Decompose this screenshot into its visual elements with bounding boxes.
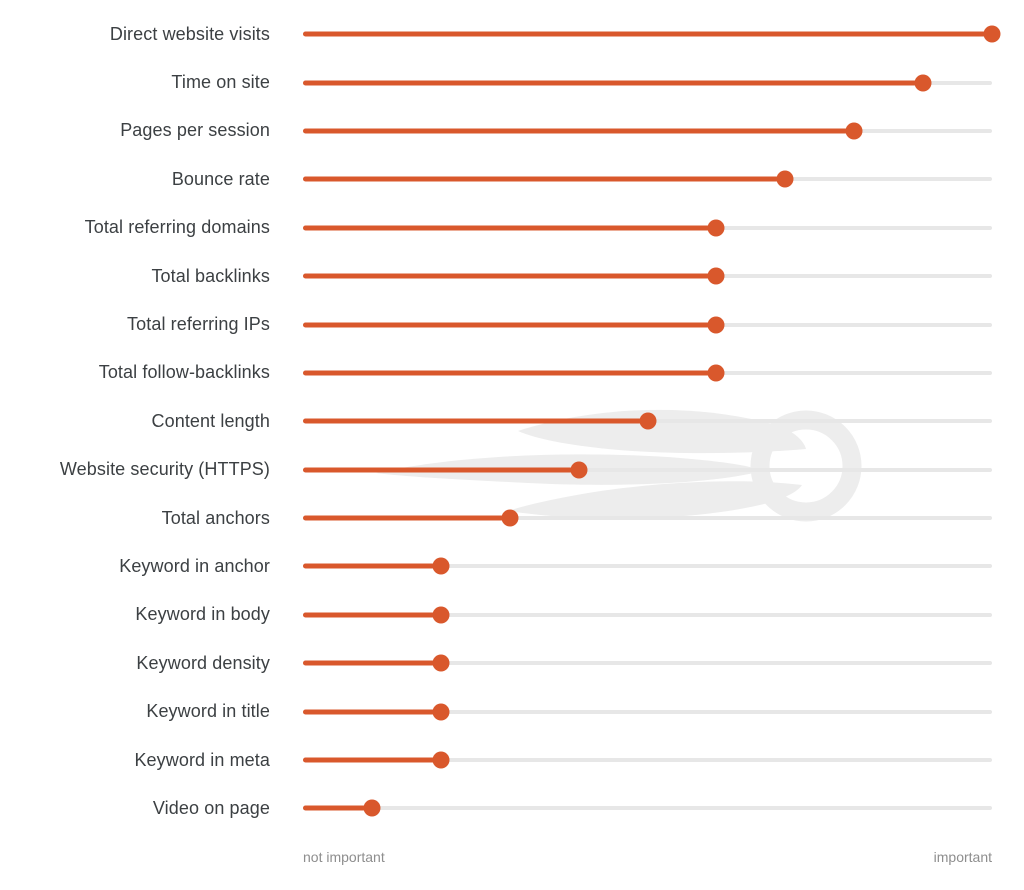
- value-line: [303, 515, 510, 521]
- value-line: [303, 31, 992, 37]
- x-axis: not important important: [303, 849, 992, 865]
- value-dot: [776, 170, 794, 188]
- value-dot: [639, 412, 656, 430]
- track-area: [303, 784, 992, 832]
- value-line: [303, 225, 717, 231]
- track-background: [303, 612, 992, 617]
- track-background: [303, 758, 992, 763]
- chart-row: Video on page: [0, 784, 1024, 832]
- track-background: [303, 516, 992, 521]
- value-dot: [845, 122, 863, 140]
- chart-row: Total backlinks: [0, 252, 1024, 300]
- axis-label-important: important: [933, 848, 992, 865]
- value-dot: [914, 74, 932, 92]
- value-line: [303, 322, 717, 328]
- track-background: [303, 564, 992, 569]
- value-dot: [570, 461, 588, 479]
- track-background: [303, 709, 992, 714]
- value-line: [303, 805, 372, 811]
- value-line: [303, 709, 441, 715]
- chart-row: Total follow-backlinks: [0, 349, 1024, 397]
- track-background: [303, 661, 992, 666]
- value-dot: [432, 654, 450, 672]
- track-area: [303, 446, 992, 494]
- category-label: Keyword in body: [135, 604, 270, 625]
- category-label: Website security (HTTPS): [59, 459, 270, 480]
- chart-row: Time on site: [0, 58, 1024, 106]
- category-label: Video on page: [152, 797, 270, 818]
- track-area: [303, 687, 992, 735]
- chart-row: Content length: [0, 397, 1024, 445]
- value-dot: [432, 703, 450, 721]
- track-area: [303, 397, 992, 445]
- category-label: Total anchors: [161, 507, 270, 528]
- value-dot: [707, 364, 725, 382]
- category-label: Time on site: [171, 72, 270, 93]
- value-line: [303, 757, 441, 763]
- category-label: Keyword in anchor: [119, 555, 270, 576]
- track-area: [303, 736, 992, 784]
- track-area: [303, 349, 992, 397]
- value-line: [303, 273, 717, 279]
- value-line: [303, 612, 441, 618]
- value-dot: [501, 509, 519, 527]
- value-line: [303, 370, 717, 376]
- chart-row: Website security (HTTPS): [0, 446, 1024, 494]
- category-label: Total follow-backlinks: [98, 362, 270, 383]
- chart-row: Keyword density: [0, 639, 1024, 687]
- value-line: [303, 660, 441, 666]
- category-label: Total referring domains: [84, 217, 270, 238]
- value-dot: [707, 219, 725, 237]
- track-background: [303, 467, 992, 472]
- chart-row: Direct website visits: [0, 10, 1024, 58]
- value-dot: [363, 799, 381, 817]
- track-area: [303, 639, 992, 687]
- category-label: Pages per session: [120, 120, 270, 141]
- value-dot: [983, 25, 1001, 43]
- value-dot: [432, 557, 450, 575]
- category-label: Keyword in title: [146, 701, 270, 722]
- chart-rows: Direct website visits Time on site Pages…: [0, 10, 1024, 832]
- value-dot: [707, 267, 725, 285]
- value-line: [303, 418, 648, 424]
- axis-label-not-important: not important: [303, 848, 385, 865]
- track-area: [303, 155, 992, 203]
- value-dot: [432, 751, 450, 769]
- category-label: Keyword in meta: [134, 749, 270, 770]
- chart-row: Keyword in title: [0, 687, 1024, 735]
- value-dot: [707, 316, 725, 334]
- value-line: [303, 128, 855, 134]
- track-area: [303, 204, 992, 252]
- category-label: Direct website visits: [109, 23, 270, 44]
- value-line: [303, 176, 786, 182]
- chart-row: Total referring IPs: [0, 300, 1024, 348]
- track-area: [303, 542, 992, 590]
- track-area: [303, 494, 992, 542]
- chart-row: Keyword in anchor: [0, 542, 1024, 590]
- category-label: Total referring IPs: [127, 314, 270, 335]
- category-label: Content length: [151, 410, 270, 431]
- value-line: [303, 80, 924, 86]
- chart-row: Bounce rate: [0, 155, 1024, 203]
- track-area: [303, 10, 1001, 58]
- category-label: Keyword density: [136, 652, 270, 673]
- value-dot: [432, 606, 450, 624]
- track-background: [303, 806, 992, 811]
- value-line: [303, 467, 579, 473]
- track-area: [303, 58, 992, 106]
- chart-row: Total referring domains: [0, 204, 1024, 252]
- chart-row: Keyword in body: [0, 591, 1024, 639]
- category-label: Total backlinks: [151, 265, 270, 286]
- track-area: [303, 591, 992, 639]
- category-label: Bounce rate: [171, 168, 270, 189]
- chart-row: Keyword in meta: [0, 736, 1024, 784]
- track-area: [303, 107, 992, 155]
- track-area: [303, 252, 992, 300]
- value-line: [303, 563, 441, 569]
- chart-row: Total anchors: [0, 494, 1024, 542]
- track-area: [303, 300, 992, 348]
- chart-row: Pages per session: [0, 107, 1024, 155]
